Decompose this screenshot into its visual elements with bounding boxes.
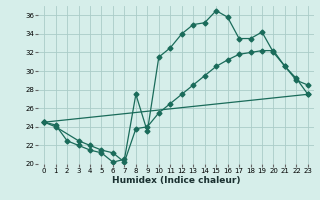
X-axis label: Humidex (Indice chaleur): Humidex (Indice chaleur) — [112, 176, 240, 185]
